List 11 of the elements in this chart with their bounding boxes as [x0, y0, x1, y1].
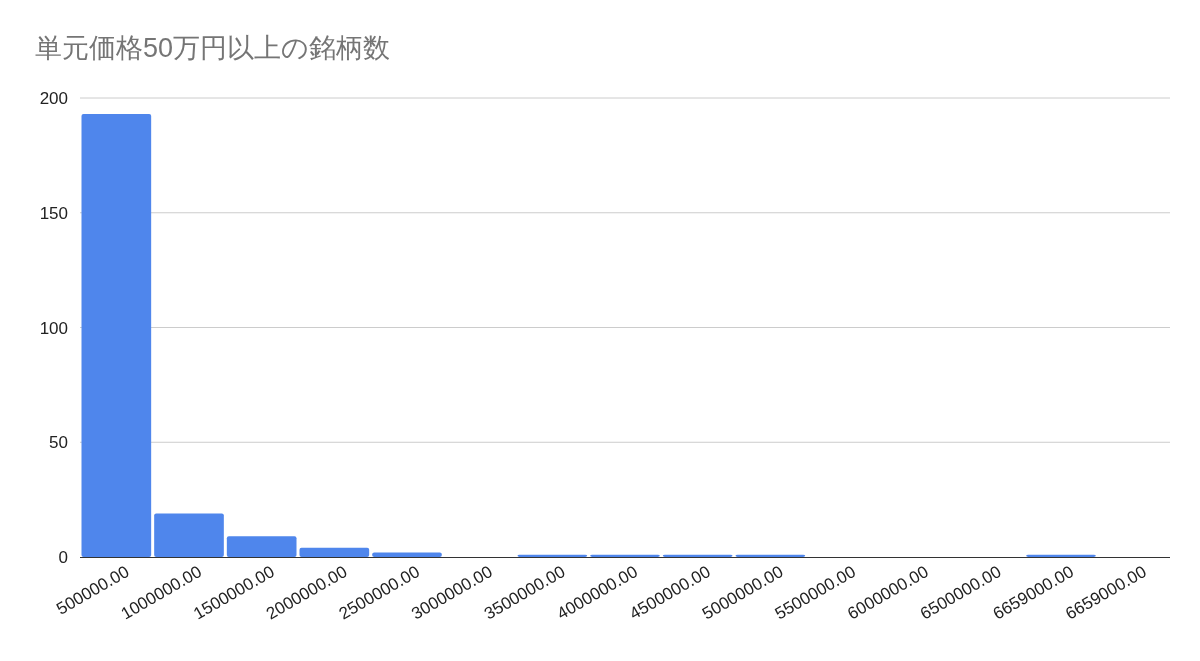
y-tick-label: 100 [39, 318, 68, 338]
bar [299, 547, 370, 557]
bar [226, 536, 297, 557]
bar [154, 513, 224, 557]
y-tick-label: 50 [49, 433, 68, 453]
chart-title: 単元価格50万円以上の銘柄数 [35, 33, 391, 63]
y-tick-label: 0 [58, 548, 68, 567]
bar [81, 114, 152, 557]
y-tick-label: 200 [39, 89, 68, 108]
bar [372, 552, 442, 557]
y-tick-label: 150 [39, 203, 68, 223]
